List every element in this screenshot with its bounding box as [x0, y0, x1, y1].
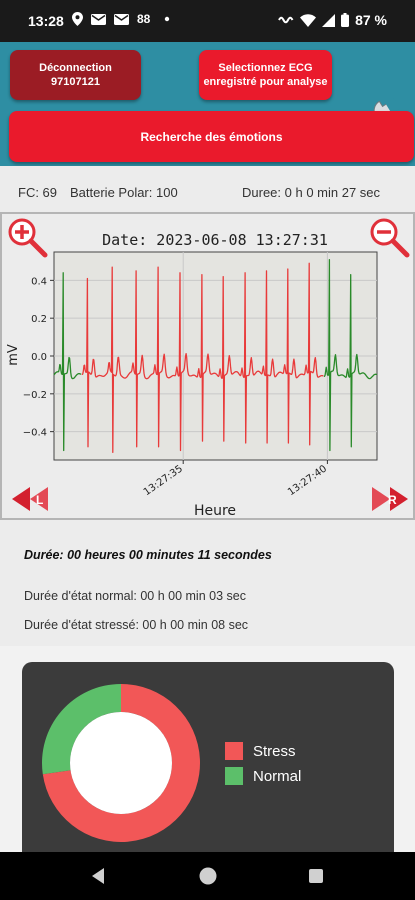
pie-slice-normal — [41, 684, 121, 775]
home-icon[interactable] — [198, 866, 218, 886]
select-ecg-line2: enregistré pour analyse — [203, 76, 328, 88]
x-tick-label: 13:27:40 — [286, 463, 329, 498]
system-nav-bar — [0, 852, 415, 900]
scroll-left-label: L — [36, 493, 43, 507]
stress-duration: Durée d'état stressé: 00 h 00 min 08 sec — [24, 618, 249, 632]
signal-icon — [322, 13, 336, 27]
pie-slice-stress — [42, 684, 200, 842]
y-tick-label: −0.4 — [23, 428, 47, 439]
status-bar: 13:28 88 87 % — [0, 0, 415, 42]
legend-normal: Normal — [225, 767, 301, 785]
wifi-icon — [300, 13, 317, 27]
y-tick-label: 0.4 — [31, 276, 47, 287]
heart-rate: FC: 69 — [18, 185, 58, 200]
status-time: 13:28 — [28, 13, 64, 29]
pie-center-hole — [70, 712, 172, 814]
ecg-chart-panel: Date: 2023-06-08 13:27:31 mV Heure 0.4 0.… — [0, 212, 415, 520]
chart-title: Date: 2023-06-08 13:27:31 — [102, 231, 328, 249]
zoom-out-icon[interactable] — [368, 216, 410, 258]
scroll-left-button[interactable]: L — [8, 484, 50, 514]
emotion-search-label: Recherche des émotions — [140, 129, 283, 144]
info-bar: FC: 69 Batterie Polar: 100 Duree: 0 h 0 … — [0, 166, 415, 212]
y-tick-label: 0.0 — [31, 352, 47, 363]
notification-badge: 88 — [137, 12, 151, 26]
legend-normal-label: Normal — [253, 767, 302, 785]
x-axis-label: Heure — [194, 503, 236, 518]
scroll-right-label: R — [388, 493, 397, 507]
app-header: Déconnection 97107121 Selectionnez ECG e… — [0, 42, 415, 166]
dot-icon — [165, 16, 170, 22]
legend-stress-swatch — [225, 742, 243, 760]
main-content: FC: 69 Batterie Polar: 100 Duree: 0 h 0 … — [0, 166, 415, 646]
select-ecg-button[interactable]: Selectionnez ECG enregistré pour analyse — [199, 50, 332, 100]
scroll-right-button[interactable]: R — [370, 484, 412, 514]
y-tick-label: −0.2 — [23, 390, 47, 401]
emotion-pie-chart — [41, 684, 200, 842]
stats-section: Stress Normal — [0, 646, 415, 862]
select-ecg-line1: Selectionnez ECG — [218, 62, 313, 74]
polar-battery: Batterie Polar: 100 — [70, 185, 178, 200]
legend-stress-label: Stress — [253, 742, 296, 760]
mail-icon — [114, 13, 129, 25]
location-icon — [72, 12, 83, 26]
emotion-pie-card: Stress Normal — [22, 662, 394, 862]
mail-icon — [91, 13, 106, 25]
back-icon[interactable] — [90, 867, 106, 885]
ecg-series-normal — [53, 272, 82, 452]
legend-stress: Stress — [225, 742, 296, 760]
y-axis-label: mV — [6, 344, 21, 366]
emotion-search-button[interactable]: Recherche des émotions — [9, 111, 414, 162]
y-tick-label: 0.2 — [31, 314, 47, 325]
recents-icon[interactable] — [308, 868, 324, 884]
legend-normal-swatch — [225, 767, 243, 785]
logout-button[interactable]: Déconnection 97107121 — [10, 50, 141, 100]
zoom-in-icon[interactable] — [6, 216, 48, 258]
recording-duration: Duree: 0 h 0 min 27 sec — [242, 185, 381, 200]
vibrate-icon — [278, 16, 294, 24]
ecg-chart: Date: 2023-06-08 13:27:31 mV Heure 0.4 0.… — [6, 231, 378, 518]
ecg-series-stress — [81, 262, 324, 454]
total-duration: Durée: 00 heures 00 minutes 11 secondes — [24, 548, 272, 562]
battery-percent: 87 % — [355, 12, 387, 28]
normal-duration: Durée d'état normal: 00 h 00 min 03 sec — [24, 589, 246, 603]
logout-button-label: Déconnection — [39, 62, 112, 74]
ecg-series-normal — [323, 258, 378, 452]
battery-icon — [341, 13, 350, 27]
x-tick-label: 13:27:35 — [142, 463, 185, 498]
user-id: 97107121 — [51, 76, 100, 88]
